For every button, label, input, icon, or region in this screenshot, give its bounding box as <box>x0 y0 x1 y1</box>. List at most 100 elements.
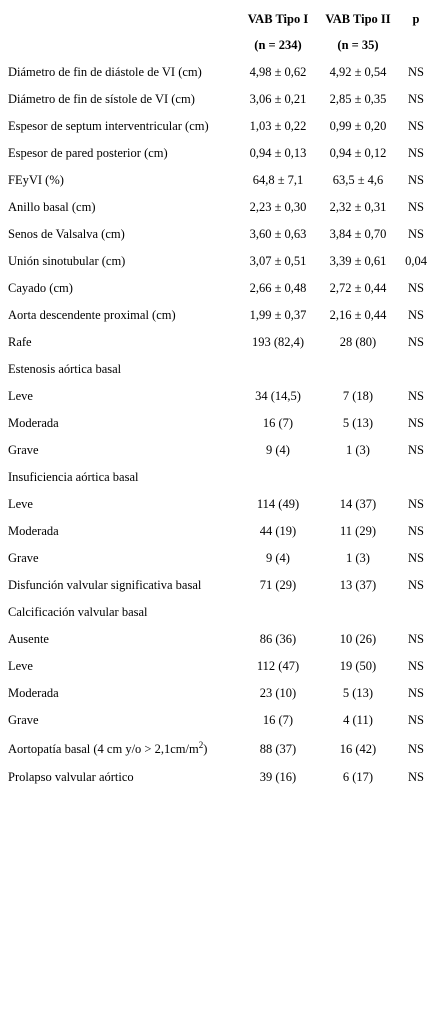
table-body: Diámetro de fin de diástole de VI (cm) 4,… <box>0 59 437 734</box>
row-value-type2: 6 (17) <box>342 770 374 784</box>
row-label: Cayado (cm) <box>8 281 73 295</box>
row-value-type2: 11 (29) <box>340 524 376 538</box>
row-value-type2: 19 (50) <box>339 659 377 673</box>
row-label: Moderada <box>8 524 59 538</box>
row-value-type2: 3,39 ± 0,61 <box>329 254 387 268</box>
row-p-value: 0,04 <box>405 254 427 268</box>
col1-n: (n = 234) <box>254 38 302 52</box>
row-label: Ausente <box>8 632 49 646</box>
row-value-type2: 2,85 ± 0,35 <box>329 92 387 106</box>
row-label: Estenosis aórtica basal <box>8 362 122 376</box>
row-value-type1: 16 (7) <box>262 416 294 430</box>
data-table: VAB Tipo I VAB Tipo II p (n = 234) (n = … <box>0 0 437 791</box>
table-row: Leve 34 (14,5) 7 (18) NS <box>0 383 437 410</box>
table-row: Disfunción valvular significativa basal 7… <box>0 572 437 599</box>
row-p-value: NS <box>408 497 424 511</box>
row-value-type1: 4,98 ± 0,62 <box>249 65 307 79</box>
row-label: Prolapso valvular aórtico <box>8 770 134 784</box>
row-value-type2: 4,92 ± 0,54 <box>329 65 387 79</box>
row-value-type2: 1 (3) <box>346 443 370 457</box>
row-value-type2: 16 (42) <box>339 742 377 756</box>
col3-title: p <box>412 12 420 26</box>
col2-n: (n = 35) <box>337 38 379 52</box>
row-p-value: NS <box>408 524 424 538</box>
col1-title: VAB Tipo I <box>247 12 309 26</box>
table-row: Unión sinotubular (cm) 3,07 ± 0,51 3,39 ± … <box>0 248 437 275</box>
row-label: Diámetro de fin de sístole de VI (cm) <box>8 92 195 106</box>
table-row: Cayado (cm) 2,66 ± 0,48 2,72 ± 0,44 NS <box>0 275 437 302</box>
row-p-value: NS <box>408 65 424 79</box>
row-label: Moderada <box>8 416 59 430</box>
row-value-type2: 4 (11) <box>343 713 373 727</box>
row-label: Espesor de septum interventricular (cm) <box>8 119 209 133</box>
row-p-value: NS <box>408 146 424 160</box>
table-row: Anillo basal (cm) 2,23 ± 0,30 2,32 ± 0,31 N… <box>0 194 437 221</box>
row-value-type1: 39 (16) <box>259 770 297 784</box>
row-label: Leve <box>8 497 33 511</box>
row-p-value: NS <box>408 742 424 756</box>
header-row-titles: VAB Tipo I VAB Tipo II p <box>0 0 437 32</box>
row-p-value: NS <box>408 416 424 430</box>
row-value-type1: 34 (14,5) <box>255 389 301 403</box>
table-row: Prolapso valvular aórtico 39 (16) 6 (17)… <box>0 764 437 791</box>
row-value-type1: 112 (47) <box>256 659 300 673</box>
row-p-value: NS <box>408 578 424 592</box>
row-label: Insuficiencia aórtica basal <box>8 470 139 484</box>
row-label: Leve <box>8 389 33 403</box>
table-row: Moderada 44 (19) 11 (29) NS <box>0 518 437 545</box>
row-value-type2: 14 (37) <box>339 497 377 511</box>
row-value-type2: 1 (3) <box>346 551 370 565</box>
row-value-type2: 2,16 ± 0,44 <box>329 308 387 322</box>
row-value-type1: 44 (19) <box>259 524 297 538</box>
row-value-type1: 2,23 ± 0,30 <box>249 200 307 214</box>
row-label: Grave <box>8 713 39 727</box>
row-value-type1: 1,03 ± 0,22 <box>249 119 307 133</box>
row-value-type2: 3,84 ± 0,70 <box>329 227 387 241</box>
row-label: Aorta descendente proximal (cm) <box>8 308 176 322</box>
col2-title: VAB Tipo II <box>325 12 391 26</box>
row-label: Senos de Valsalva (cm) <box>8 227 125 241</box>
row-value-type1: 86 (36) <box>259 632 297 646</box>
row-value-type1: 193 (82,4) <box>251 335 305 349</box>
row-p-value: NS <box>408 335 424 349</box>
table-row: Leve 112 (47) 19 (50) NS <box>0 653 437 680</box>
row-p-value: NS <box>408 770 424 784</box>
row-label: Grave <box>8 443 39 457</box>
row-p-value: NS <box>408 389 424 403</box>
table-row: Moderada 16 (7) 5 (13) NS <box>0 410 437 437</box>
row-value-type1: 2,66 ± 0,48 <box>249 281 307 295</box>
row-p-value: NS <box>408 659 424 673</box>
table-row: Moderada 23 (10) 5 (13) NS <box>0 680 437 707</box>
row-value-type1: 64,8 ± 7,1 <box>252 173 304 187</box>
row-label: Grave <box>8 551 39 565</box>
table-row: Grave 9 (4) 1 (3) NS <box>0 545 437 572</box>
row-value-type1: 114 (49) <box>256 497 300 511</box>
row-value-type1: 3,07 ± 0,51 <box>249 254 307 268</box>
table-row: Senos de Valsalva (cm) 3,60 ± 0,63 3,84 ± … <box>0 221 437 248</box>
row-value-type1: 1,99 ± 0,37 <box>249 308 307 322</box>
table-row: Aorta descendente proximal (cm) 1,99 ± 0,… <box>0 302 437 329</box>
row-value-type1: 23 (10) <box>259 686 297 700</box>
row-p-value: NS <box>408 281 424 295</box>
row-label: FEyVI (%) <box>8 173 64 187</box>
table-row: Rafe 193 (82,4) 28 (80) NS <box>0 329 437 356</box>
table-row: Insuficiencia aórtica basal <box>0 464 437 491</box>
row-value-type2: 5 (13) <box>342 416 374 430</box>
row-value-type1: 16 (7) <box>262 713 294 727</box>
row-label: Calcificación valvular basal <box>8 605 148 619</box>
row-value-type2: 13 (37) <box>339 578 377 592</box>
row-label: Disfunción valvular significativa basal <box>8 578 202 592</box>
row-value-type2: 0,94 ± 0,12 <box>329 146 387 160</box>
table-row: Leve 114 (49) 14 (37) NS <box>0 491 437 518</box>
row-value-type2: 10 (26) <box>339 632 377 646</box>
row-value-type2: 5 (13) <box>342 686 374 700</box>
row-p-value: NS <box>408 686 424 700</box>
row-value-type2: 0,99 ± 0,20 <box>329 119 387 133</box>
row-value-type1: 3,06 ± 0,21 <box>249 92 307 106</box>
table-row: Espesor de pared posterior (cm) 0,94 ± 0,… <box>0 140 437 167</box>
row-value-type1: 9 (4) <box>266 551 290 565</box>
row-p-value: NS <box>408 227 424 241</box>
row-label: Anillo basal (cm) <box>8 200 96 214</box>
header-row-counts: (n = 234) (n = 35) <box>0 32 437 59</box>
row-p-value: NS <box>408 119 424 133</box>
